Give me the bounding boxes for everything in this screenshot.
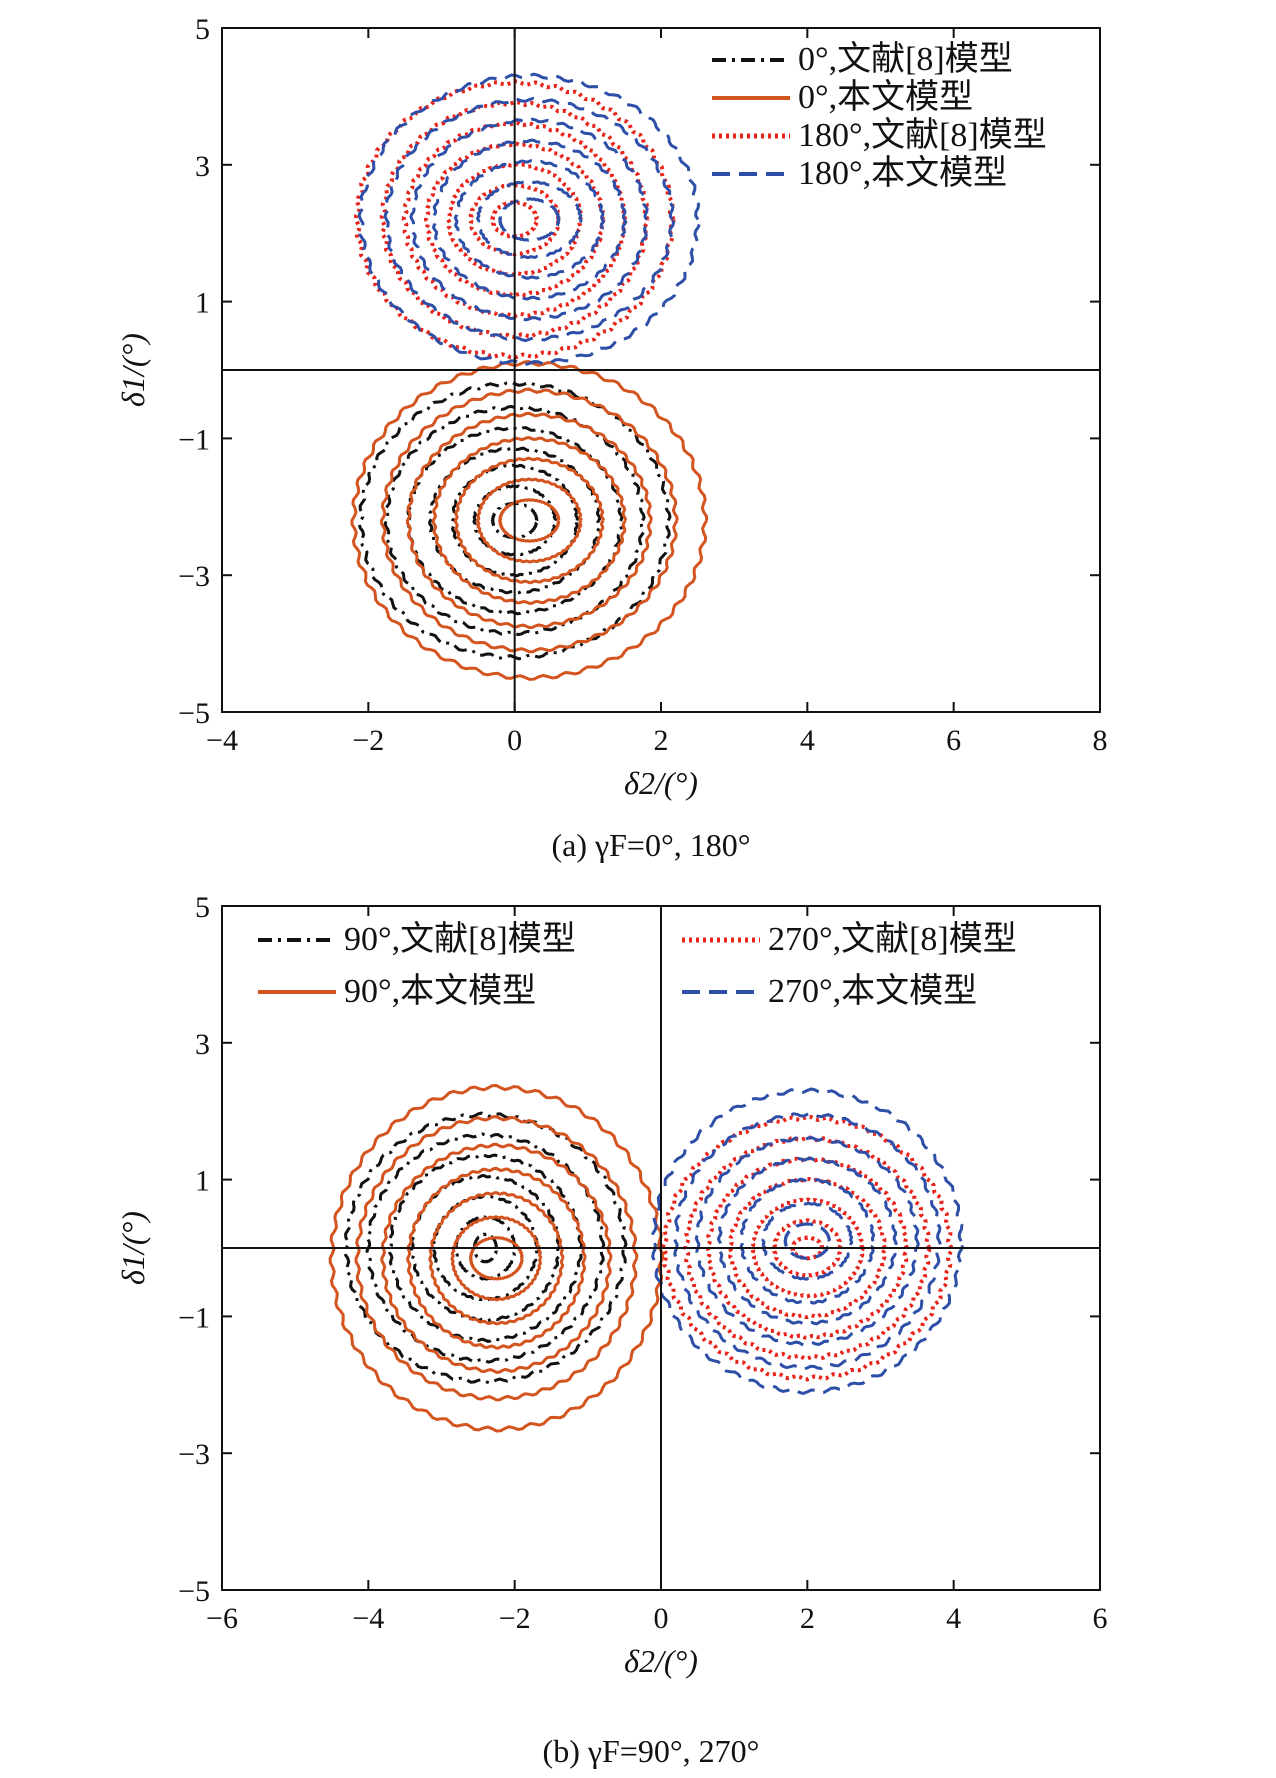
x-tick-label: 2 [800,1602,815,1635]
y-axis-label: δ1/(°) [115,1211,151,1285]
series-line [387,1153,584,1343]
series-line [468,182,561,257]
series-line [476,477,583,564]
legend: 90°,文献[8]模型 90°,本文模型 270°,文献[8]模型 270°,本文模型 [258,920,1017,1010]
y-tick-label: 1 [195,287,210,320]
y-tick-label: 3 [195,1028,210,1061]
series-3 [357,72,702,367]
y-tick-label: −3 [178,1438,210,1471]
y-tick-label: 5 [195,13,210,46]
x-tick-label: 0 [654,1602,669,1635]
x-tick-label: −6 [206,1602,238,1635]
series-line [694,1135,920,1347]
y-tick-label: −5 [178,1575,210,1608]
x-tick-label: −2 [499,1602,531,1635]
series-line [380,1142,613,1374]
series-line [453,159,605,280]
x-tick-label: 6 [946,724,961,757]
x-tick-label: 4 [800,724,815,757]
curve-group [350,72,709,681]
series-line [783,1222,832,1261]
series-line [383,96,676,343]
series-line [431,138,628,301]
y-tick-label: −3 [178,560,210,593]
series-line [423,141,606,298]
x-tick-label: 8 [1093,724,1108,757]
x-axis-label: δ2/(°) [624,1643,698,1679]
series-line [431,436,627,605]
legend-label: 180°,本文模型 [798,154,1007,192]
series-line [357,72,702,367]
series-line [405,411,653,630]
series-line [428,1191,565,1326]
series-line [353,79,676,360]
series-line [727,1176,887,1320]
series-line [650,1087,965,1395]
series-1 [350,360,709,681]
legend-label: 90°,文献[8]模型 [344,920,576,958]
series-line [446,162,584,277]
series-line [354,1115,639,1402]
y-tick-label: 5 [195,891,210,924]
series-line [405,425,624,616]
legend-label: 180°,文献[8]模型 [798,116,1047,154]
series-line [328,1083,665,1433]
y-axis-label: δ1/(°) [115,333,151,407]
series-line [490,200,539,239]
series-line [672,1111,943,1371]
legend-label: 90°,本文模型 [344,972,536,1010]
x-tick-label: 0 [507,724,522,757]
tick-group: −4 −2 0 2 4 6 8 5 3 1 −1 −3 −5 [178,13,1107,757]
x-axis-label: δ2/(°) [624,765,698,801]
panel-caption: (b) γF=90°, 270° [543,1733,760,1769]
series-line [498,197,561,242]
series-line [761,1201,854,1281]
series-line [771,1218,843,1278]
x-tick-label: 4 [946,1602,961,1635]
y-tick-label: −1 [178,1301,210,1334]
series-line [453,456,605,585]
x-tick-label: 2 [654,724,669,757]
x-tick-label: −4 [352,1602,384,1635]
series-line [498,498,561,543]
series-line [350,360,709,681]
legend-label: 270°,本文模型 [768,972,977,1010]
x-tick-label: 6 [1093,1602,1108,1635]
x-tick-label: −4 [206,724,238,757]
panel-caption: (a) γF=0°, 180° [551,827,750,863]
series-line [490,501,539,540]
series-line [472,484,558,557]
series-2 [353,79,676,360]
series-line [409,117,650,322]
legend-label: 0°,文献[8]模型 [798,40,1013,78]
series-line [450,1215,543,1302]
series-3 [650,1087,965,1395]
series-line [406,1166,587,1350]
series-line [450,463,580,578]
y-tick-label: −5 [178,697,210,730]
legend-label: 0°,本文模型 [798,78,973,116]
series-line [401,120,628,319]
series-line [379,387,679,654]
series-line [475,179,583,260]
series-line [428,446,602,595]
series-line [469,1235,524,1281]
panel-b: −6 −4 −2 0 2 4 6 5 3 1 −1 −3 −5 90°,文献[8]模型 90°,本文模型 2… [115,891,1108,1769]
x-tick-label: −2 [352,724,384,757]
y-tick-label: 3 [195,150,210,183]
series-line [749,1197,865,1299]
series-1 [328,1083,665,1433]
series-line [716,1156,898,1326]
series-line [739,1177,876,1305]
curve-group [328,1083,965,1433]
y-tick-label: 1 [195,1165,210,1198]
tick-group: −6 −4 −2 0 2 4 6 5 3 1 −1 −3 −5 [178,891,1107,1635]
y-tick-label: −1 [178,423,210,456]
legend-label: 270°,文献[8]模型 [768,920,1017,958]
